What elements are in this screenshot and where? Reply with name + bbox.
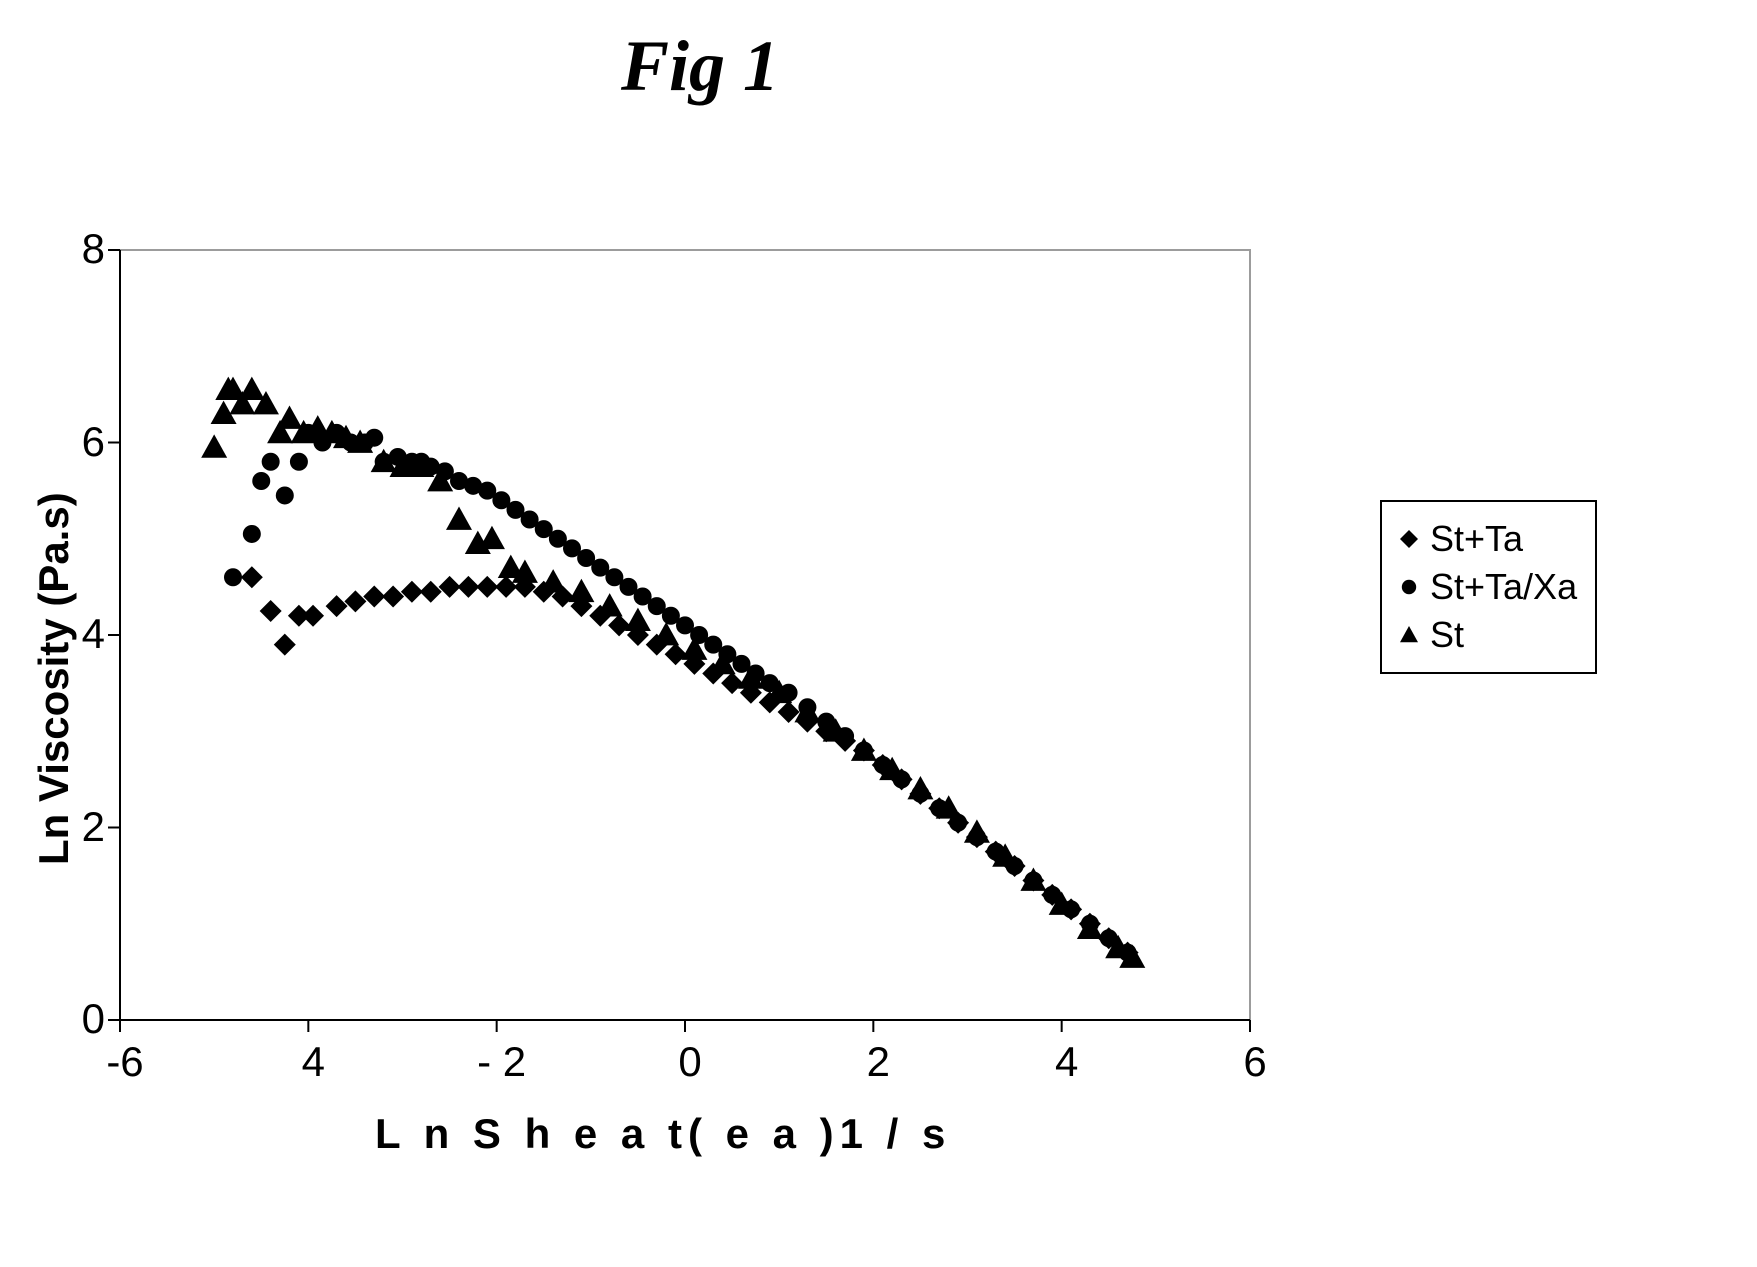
x-tick-label: 0 xyxy=(660,1038,720,1086)
x-tick-label: 2 xyxy=(848,1038,908,1086)
y-tick-label: 2 xyxy=(65,803,105,851)
chart-container xyxy=(80,240,1270,1075)
y-tick-label: 0 xyxy=(65,995,105,1043)
x-tick-label: 6 xyxy=(1225,1038,1285,1086)
legend-entry: St+Ta xyxy=(1394,518,1577,560)
x-axis-label: L n S h e a t( e a )1 / s xyxy=(375,1110,951,1158)
figure-title: Fig 1 xyxy=(0,25,1400,108)
x-tick-label: -6 xyxy=(95,1038,155,1086)
legend-label: St xyxy=(1430,614,1464,656)
legend-label: St+Ta xyxy=(1430,518,1523,560)
x-tick-label: 4 xyxy=(283,1038,343,1086)
legend-entry: St+Ta/Xa xyxy=(1394,566,1577,608)
x-tick-label: - 2 xyxy=(472,1038,532,1086)
triangle-marker-icon xyxy=(1394,624,1424,646)
page: Fig 1 Ln Viscosity (Pa.s) L n S h e a t(… xyxy=(0,0,1757,1267)
legend: St+Ta St+Ta/Xa St xyxy=(1380,500,1597,674)
y-tick-label: 6 xyxy=(65,418,105,466)
y-tick-label: 4 xyxy=(65,610,105,658)
x-tick-label: 4 xyxy=(1037,1038,1097,1086)
diamond-marker-icon xyxy=(1394,528,1424,550)
y-tick-label: 8 xyxy=(65,225,105,273)
circle-marker-icon xyxy=(1394,576,1424,598)
legend-entry: St xyxy=(1394,614,1577,656)
scatter-chart xyxy=(80,240,1270,1070)
legend-label: St+Ta/Xa xyxy=(1430,566,1577,608)
